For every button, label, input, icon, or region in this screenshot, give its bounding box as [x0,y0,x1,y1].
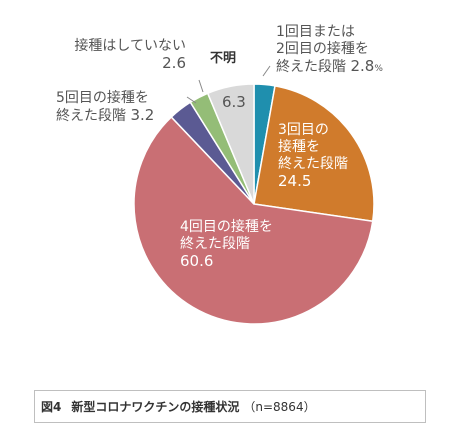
slice-label-1: 1回目または 2回目の接種を 終えた段階 2.8% [276,24,383,75]
slice-value-4: 3.2 [130,106,155,124]
figure-number: 図4 [41,400,62,414]
slice-label-6: 不明 [210,51,237,66]
leader-line-1 [262,65,271,77]
figure-caption: 図4 新型コロナワクチンの接種状況 （n=8864） [34,390,426,423]
percent-unit: % [374,64,383,74]
pie-slice-3 [133,115,374,325]
pie-chart: 1回目または 2回目の接種を 終えた段階 2.8% 3回目の 接種を 終えた段階… [56,24,383,325]
pie-slice-6 [206,83,255,205]
slice-label-4: 5回目の接種を 終えた段階 3.2 [56,90,155,124]
leader-line-5 [198,79,204,93]
sample-size: （n=8864） [243,400,316,414]
slice-value-2: 24.5 [278,172,312,190]
slice-label-5: 接種はしていない 2.6 [64,38,186,72]
pie-chart-svg [133,65,375,325]
figure-title: 新型コロナワクチンの接種状況 [71,400,240,414]
slice-value-3: 60.6 [180,252,214,270]
leader-line-4 [186,96,197,104]
slice-value-5: 2.6 [162,54,186,72]
slice-label-2: 3回目の 接種を 終えた段階 24.5 [278,122,348,190]
slice-value-6: 6.3 [222,93,246,111]
slice-label-3: 4回目の接種を 終えた段階 60.6 [180,219,273,270]
slice-value-1: 2.8 [350,57,375,75]
pie-slice-2 [253,84,375,223]
